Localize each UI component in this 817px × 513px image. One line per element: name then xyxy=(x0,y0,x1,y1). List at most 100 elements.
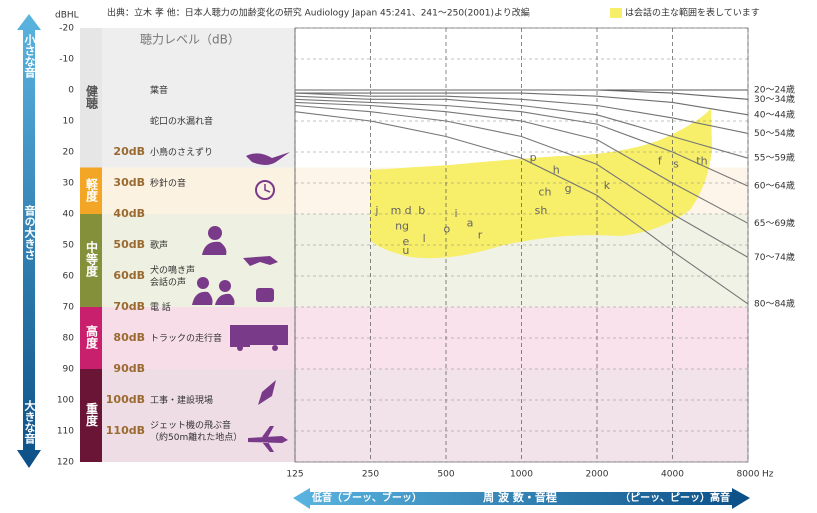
sound-label: 犬の鳴き声会話の声 xyxy=(150,264,195,288)
category-bar xyxy=(80,167,102,214)
category-bar xyxy=(80,214,102,307)
category-label: 高度 xyxy=(85,324,99,350)
db-level: 110dB xyxy=(106,424,145,437)
db-level: 90dB xyxy=(113,362,145,375)
source: 出典：立木 孝 他：日本人聴力の加齢変化の研究 Audiology Japan … xyxy=(107,7,530,19)
db-level: 100dB xyxy=(106,393,145,406)
panel-band xyxy=(102,28,295,168)
category-label: 中等度 xyxy=(85,240,99,278)
category-bar xyxy=(80,307,102,369)
x-tick-label: 4000 xyxy=(661,470,684,480)
age-label: 80～84歳 xyxy=(754,297,795,309)
age-line xyxy=(294,92,749,134)
phoneme: h xyxy=(553,164,560,177)
phoneme: e xyxy=(403,235,410,248)
age-label: 20～24歳 xyxy=(754,84,795,96)
phoneme: j xyxy=(374,204,378,217)
y-label: dBHL xyxy=(55,11,79,21)
sound-label: 電 話 xyxy=(150,301,171,313)
sound-label: トラックの走行音 xyxy=(150,332,222,344)
phoneme: ng xyxy=(395,219,409,232)
arrow-middle: 音の大きさ xyxy=(23,204,36,261)
phoneme: s xyxy=(673,157,679,170)
panel-band xyxy=(102,167,295,214)
phoneme: k xyxy=(604,179,611,192)
x-tick-label: 1000 xyxy=(510,470,533,480)
age-line xyxy=(294,98,749,187)
age-line xyxy=(294,104,749,258)
panel-title: 聴力レベル（dB） xyxy=(140,33,240,47)
arrow-right: （ピーッ、ピーッ）高音 xyxy=(620,491,730,504)
sound-label: 歌声 xyxy=(150,239,168,251)
y-tick-label: 60 xyxy=(63,272,75,282)
age-label: 30～34歳 xyxy=(754,93,795,105)
phoneme: r xyxy=(478,229,483,242)
sound-label: ジェット機の飛ぶ音（約50m離れた地点） xyxy=(150,419,242,443)
age-line xyxy=(294,111,749,305)
y-tick-label: -10 xyxy=(59,55,74,65)
db-level: 40dB xyxy=(113,207,145,220)
panel-band xyxy=(102,369,295,462)
plot-frame xyxy=(294,27,749,463)
phoneme: f xyxy=(658,154,663,167)
phoneme: sh xyxy=(535,204,548,217)
x-tick-label: 500 xyxy=(437,470,454,480)
y-tick-label: 120 xyxy=(57,458,74,468)
category-label: 重度 xyxy=(85,401,99,427)
y-tick-label: 70 xyxy=(63,303,75,313)
legend-text: は会話の主な範囲を表しています xyxy=(625,7,760,19)
age-label: 55～59歳 xyxy=(754,152,795,164)
phoneme: i xyxy=(454,207,457,220)
y-tick-label: 40 xyxy=(63,210,75,220)
x-tick-label: 8000 xyxy=(737,470,760,480)
y-tick-label: 80 xyxy=(63,334,75,344)
phoneme: m xyxy=(391,204,402,217)
phoneme: a xyxy=(467,216,474,229)
legend-swatch xyxy=(610,8,622,18)
phoneme: d xyxy=(405,204,412,217)
age-line xyxy=(295,92,749,116)
phoneme: o xyxy=(444,223,451,236)
phoneme: th xyxy=(696,154,707,167)
y-tick-label: 50 xyxy=(63,241,75,251)
age-label: 40～44歳 xyxy=(754,108,795,120)
sound-label: 工事・建設現場 xyxy=(150,394,213,406)
category-label: 軽度 xyxy=(85,176,99,202)
frequency-arrow xyxy=(293,488,750,509)
phoneme: p xyxy=(530,151,537,164)
y-tick-label: 110 xyxy=(57,427,74,437)
age-line xyxy=(294,101,749,224)
phoneme: g xyxy=(565,182,572,195)
y-tick-label: 20 xyxy=(63,148,75,158)
y-tick-label: 30 xyxy=(63,179,75,189)
phoneme: l xyxy=(423,232,426,245)
phoneme: b xyxy=(418,204,425,217)
age-line xyxy=(295,89,749,100)
age-label: 50～54歳 xyxy=(754,127,795,139)
db-level: 50dB xyxy=(113,238,145,251)
y-tick-label: 90 xyxy=(63,365,75,375)
category-label: 健聴 xyxy=(85,83,99,109)
x-tick-label: 250 xyxy=(362,470,379,480)
db-level: 20dB xyxy=(113,145,145,158)
arrow-mid: 周 波 数・音程 xyxy=(483,490,557,504)
phoneme: ch xyxy=(538,185,551,198)
lines xyxy=(294,89,749,305)
sound-label: 小鳥のさえずり xyxy=(150,146,213,158)
y-tick-label: -20 xyxy=(59,24,74,34)
age-line xyxy=(294,95,749,159)
icons xyxy=(192,152,290,452)
x-unit: Hz xyxy=(762,470,774,480)
y-tick-label: 100 xyxy=(57,396,74,406)
category-bar xyxy=(80,369,102,462)
sound-label: 葉音 xyxy=(150,84,168,96)
y-tick-label: 0 xyxy=(68,86,74,96)
x-tick-label: 125 xyxy=(286,470,303,480)
y-tick-label: 10 xyxy=(63,117,75,127)
age-label: 70～74歳 xyxy=(754,251,795,263)
phoneme: u xyxy=(402,244,409,257)
grid xyxy=(294,27,749,463)
sound-label: 秒針の音 xyxy=(150,177,186,189)
x-tick-label: 2000 xyxy=(586,470,609,480)
